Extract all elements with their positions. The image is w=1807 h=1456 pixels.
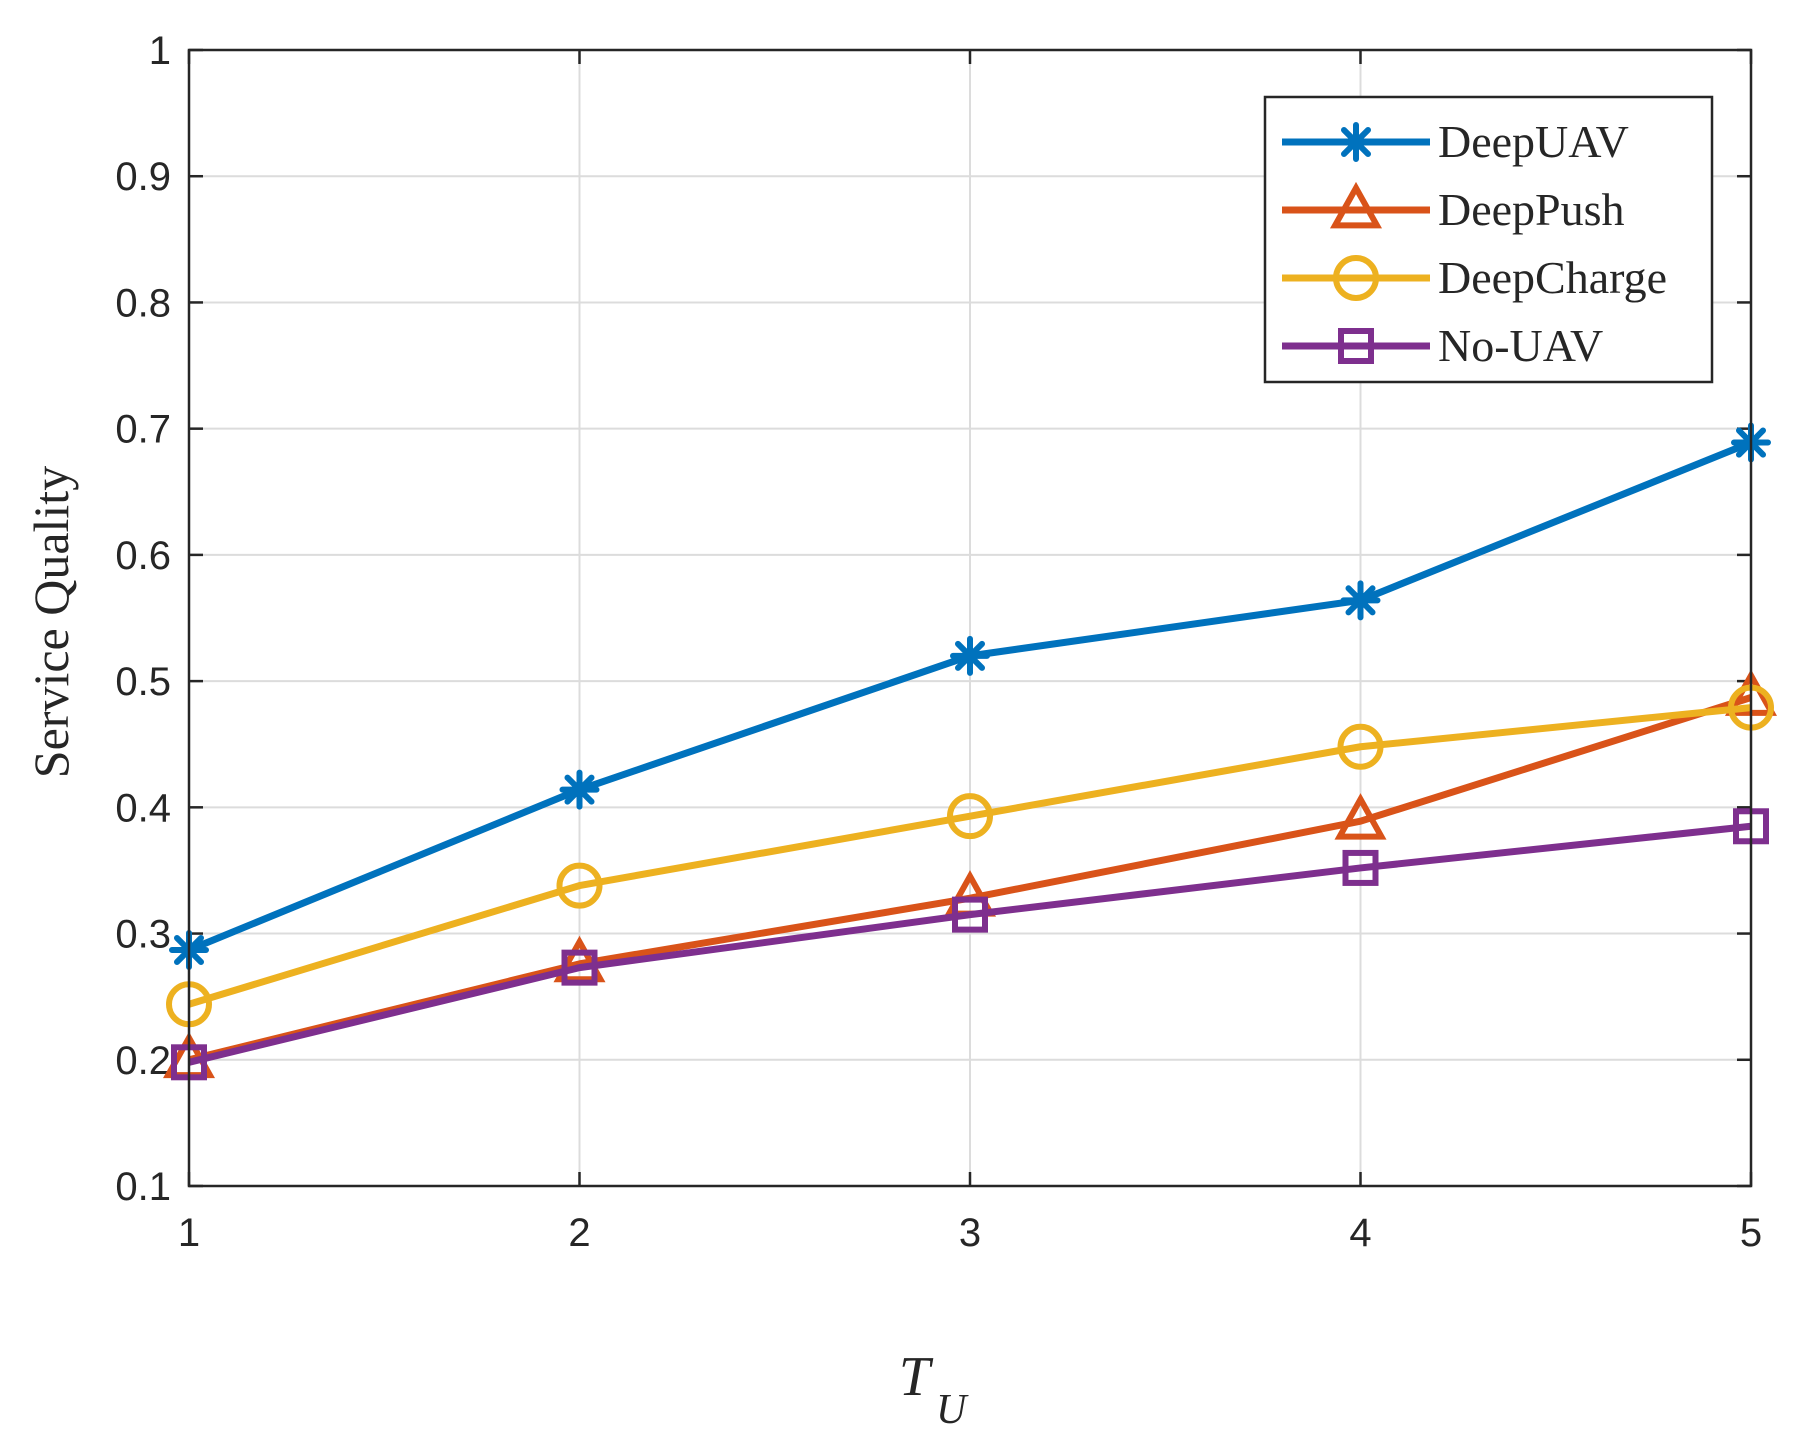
y-tick-label: 0.5 (115, 660, 171, 704)
y-tick-label: 0.1 (115, 1165, 171, 1209)
x-axis-label-subscript: U (936, 1387, 969, 1433)
series-group (162, 422, 1778, 1081)
legend-item: No-UAV (1282, 320, 1603, 371)
x-tick-label: 3 (959, 1211, 981, 1255)
legend-item: DeepPush (1282, 181, 1625, 235)
y-tick-label: 0.2 (115, 1039, 171, 1083)
data-point (561, 949, 598, 986)
legend-label: DeepPush (1438, 184, 1625, 235)
legend-marker (1329, 181, 1383, 229)
x-tick-label: 4 (1349, 1211, 1371, 1255)
y-tick-label: 0.3 (115, 913, 171, 957)
data-point (556, 862, 603, 909)
legend-marker (1338, 328, 1374, 364)
legend-marker (1336, 122, 1376, 162)
y-tick-label: 1 (149, 29, 171, 73)
legend-label: DeepCharge (1438, 252, 1667, 303)
data-point (950, 635, 990, 676)
data-point (1337, 723, 1384, 770)
data-point (1334, 793, 1387, 840)
legend-label: No-UAV (1438, 320, 1603, 371)
data-point (1342, 849, 1379, 886)
data-point (553, 935, 606, 983)
y-tick-label: 0.4 (115, 786, 171, 830)
y-tick-label: 0.7 (115, 408, 171, 452)
data-point (1340, 580, 1381, 621)
legend-label: DeepUAV (1438, 116, 1629, 167)
series-line (188, 822, 1752, 1066)
data-point (952, 896, 988, 933)
legend: DeepUAV DeepPush DeepCharge No-UAV (1263, 95, 1714, 384)
x-tick-label: 5 (1740, 1211, 1762, 1255)
y-tick-label: 0.9 (115, 155, 171, 199)
legend-marker (1333, 255, 1379, 301)
y-axis-ticks: 0.1 0.2 0.3 0.4 0.5 0.6 0.7 0.8 0.9 1 (115, 29, 1751, 1209)
data-point (947, 793, 993, 840)
series-line (187, 704, 1752, 1008)
plot-frame (187, 48, 1753, 1188)
x-axis-ticks: 1 2 3 4 5 (178, 50, 1762, 1255)
y-tick-label: 0.8 (115, 281, 171, 325)
y-axis-label: Service Quality (23, 466, 79, 778)
x-axis-label: T (899, 1346, 934, 1408)
legend-item: DeepUAV (1282, 116, 1629, 167)
x-tick-label: 1 (178, 1211, 200, 1255)
data-point (559, 769, 600, 810)
y-tick-label: 0.6 (115, 534, 171, 578)
legend-item: DeepCharge (1282, 252, 1667, 303)
x-tick-label: 2 (568, 1211, 590, 1255)
